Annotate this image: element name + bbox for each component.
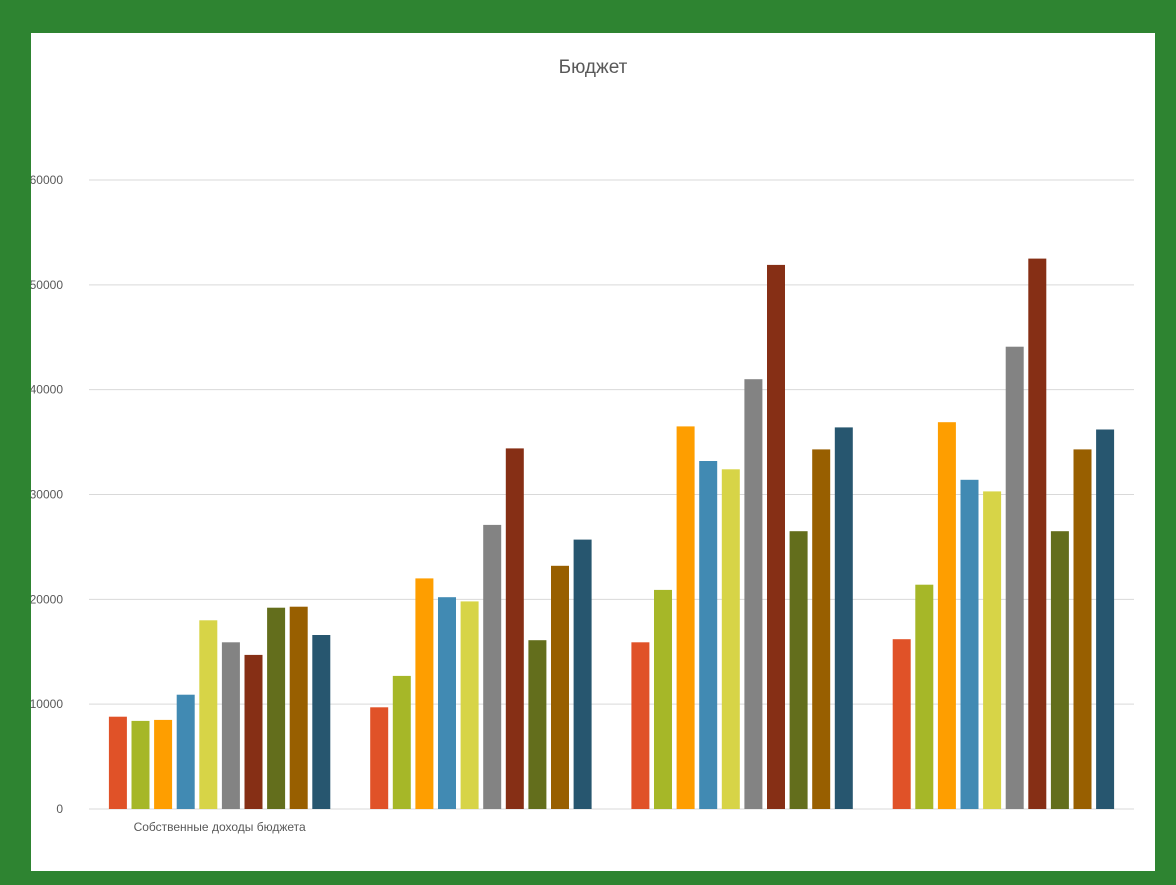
bar xyxy=(392,675,411,809)
y-tick-label: 0 xyxy=(56,802,63,816)
bar xyxy=(370,707,389,809)
bar xyxy=(267,607,286,809)
bar xyxy=(937,422,956,809)
bar xyxy=(915,584,934,809)
bar xyxy=(573,539,592,809)
chart-plot-area: 0 10000 20000 30000 40000 50000 60000 Собственн… xyxy=(31,173,1134,834)
bar xyxy=(983,491,1002,809)
bar xyxy=(1005,346,1024,809)
chart-frame: Бюджет 0 10000 20000 30000 40000 50000 60000 Со… xyxy=(31,33,1155,871)
y-tick-label: 60000 xyxy=(31,173,63,187)
bar xyxy=(721,469,740,809)
bar xyxy=(1028,258,1047,810)
bar xyxy=(767,264,785,809)
bar xyxy=(699,461,718,809)
y-tick-label: 10000 xyxy=(31,697,63,711)
bar xyxy=(289,606,308,809)
bar xyxy=(676,426,695,809)
y-tick-label: 40000 xyxy=(31,383,63,397)
bar xyxy=(415,578,434,809)
category-label: Собственные доходы бюджета xyxy=(134,820,306,834)
bar xyxy=(528,640,547,809)
bar xyxy=(505,448,524,809)
chart-title: Бюджет xyxy=(558,57,628,78)
bar xyxy=(960,479,979,809)
bar xyxy=(834,427,853,809)
bar xyxy=(312,635,331,809)
bar xyxy=(221,642,240,809)
y-tick-label: 20000 xyxy=(31,592,63,606)
bar xyxy=(154,719,173,809)
bar xyxy=(744,379,763,809)
bar xyxy=(1073,449,1092,809)
y-tick-label: 30000 xyxy=(31,488,63,502)
bar xyxy=(438,597,456,809)
bar xyxy=(654,589,672,809)
bar xyxy=(199,620,218,809)
bar xyxy=(176,694,195,809)
bar xyxy=(1050,531,1069,809)
bar xyxy=(551,565,569,809)
bar xyxy=(244,654,263,809)
bar xyxy=(631,642,650,809)
bar xyxy=(1096,429,1115,809)
bar xyxy=(460,601,479,809)
bar xyxy=(131,720,150,809)
bar xyxy=(789,531,808,809)
bar xyxy=(892,639,911,809)
bar xyxy=(812,449,831,809)
bar xyxy=(108,716,127,809)
bar xyxy=(483,524,502,809)
y-tick-label: 50000 xyxy=(31,278,63,292)
